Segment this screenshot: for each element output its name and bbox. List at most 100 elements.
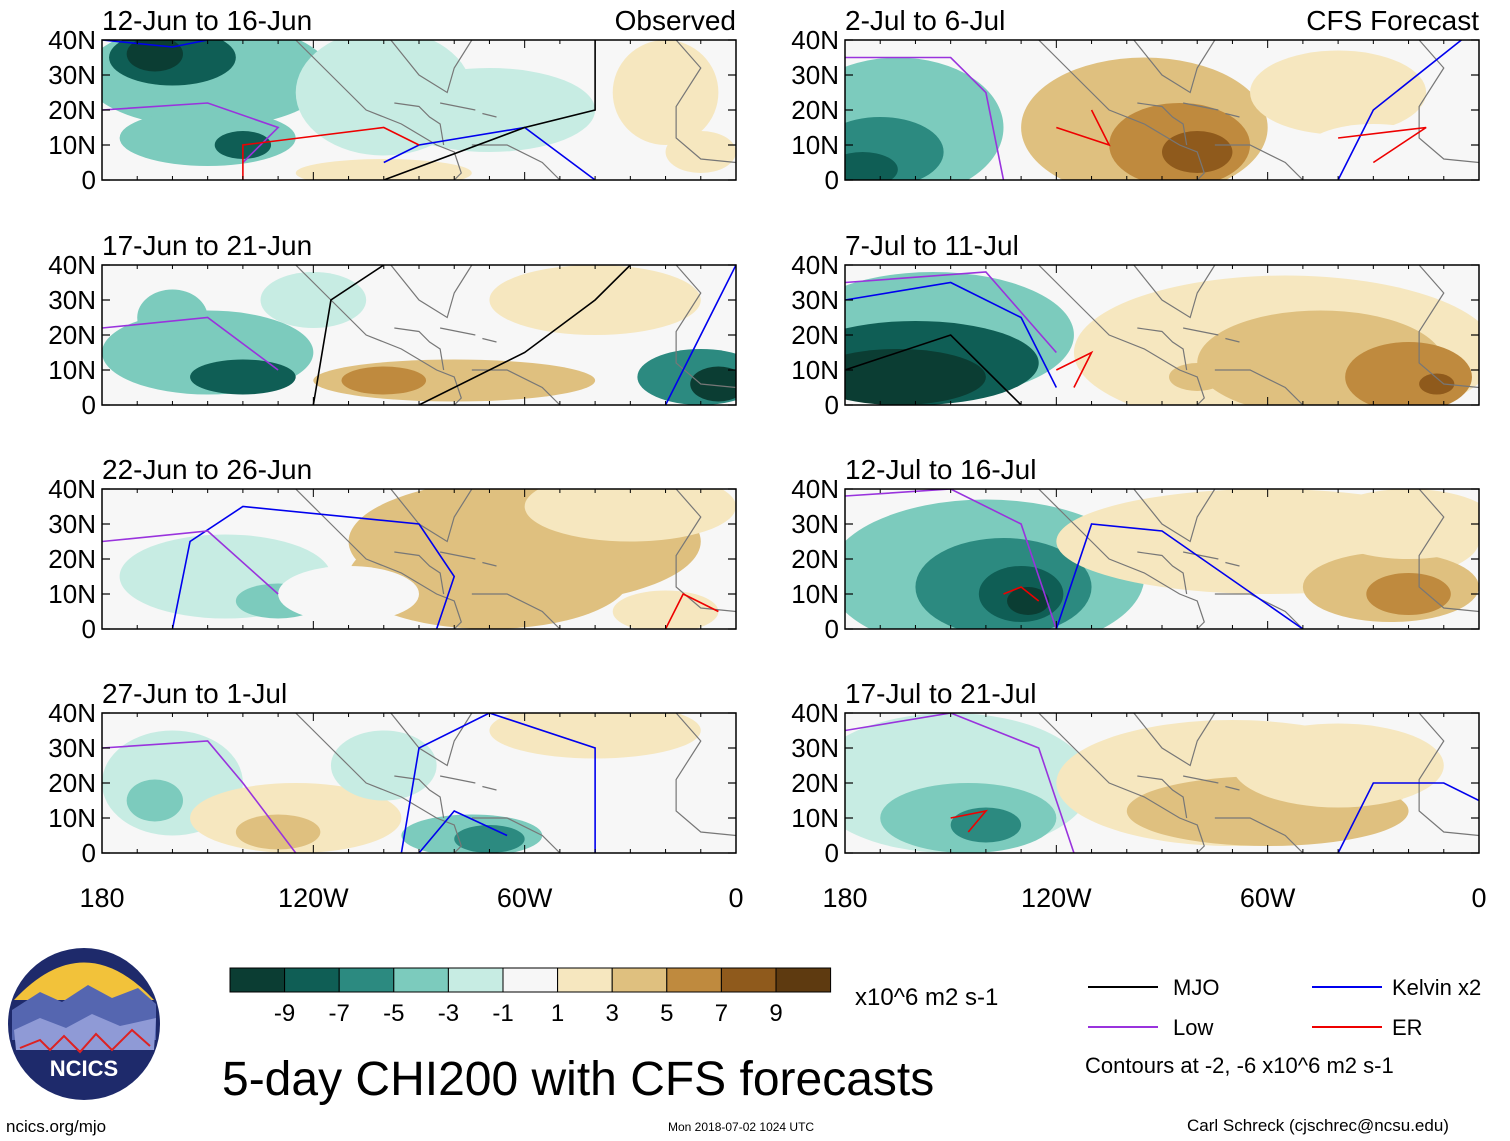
x-tick-label: 120W [1021,883,1092,913]
chi200-shading [454,825,525,853]
y-tick-label: 10N [791,803,839,833]
coastline [471,144,561,180]
x-tick-label: 120W [278,883,349,913]
colorbar-swatch [666,967,722,993]
footer-author: Carl Schreck (cjschrec@ncsu.edu) [1187,1116,1449,1135]
panel-period: 22-Jun to 26-Jun [102,454,312,485]
colorbar-label: -5 [383,1000,404,1027]
coastline [1225,561,1240,567]
coastline [295,265,462,405]
coastline [1418,265,1479,389]
coastline [482,337,497,343]
wave-contour [1337,782,1479,853]
coastline [1214,144,1304,180]
chi200-shading [612,40,719,145]
chi200-shading [341,366,427,395]
wave-contour [1338,126,1427,164]
chi200-shading [489,713,701,759]
coastline [1418,489,1479,613]
y-tick-label: 10N [791,355,839,385]
coastline [440,327,476,336]
map-panel: 40N 30N 20N 10N 0 27-Jun to 1-Jul [48,678,737,868]
coastline [1418,713,1479,837]
coastline [1183,102,1219,111]
y-tick-label: 40N [48,474,96,504]
chi200-shading [330,730,437,801]
y-tick-label: 10N [48,130,96,160]
y-tick-label: 30N [48,509,96,539]
y-tick-label: 30N [791,60,839,90]
wave-contour [1055,350,1094,388]
wave-contour [845,489,1058,629]
coastline [390,489,473,543]
wave-contour [1056,109,1111,147]
y-tick-label: 0 [82,390,96,420]
coastline [390,713,473,767]
colorbar-label: 5 [660,1000,673,1027]
wave-contour [1003,586,1040,602]
wave-contour [242,126,420,180]
coastline [675,40,736,164]
chi200-shading [950,807,1022,843]
y-tick-label: 10N [791,130,839,160]
y-tick-label: 30N [48,285,96,315]
y-tick-label: 0 [82,614,96,644]
chi200-shading [524,489,736,542]
coastline [1418,40,1479,164]
panel-source: CFS Forecast [1306,5,1479,36]
wave-contour [845,56,1005,180]
wave-contour [418,810,508,853]
coastline [482,561,497,567]
colorbar-swatch [393,967,449,993]
wave-contour [664,265,736,405]
footer-url: ncics.org/mjo [6,1117,106,1136]
coastline [1137,775,1188,819]
wave-contour [383,126,596,180]
coastline [675,265,736,389]
chi200-shading [1250,50,1427,135]
panel-period: 2-Jul to 6-Jul [845,5,1005,36]
chi200-shading [126,40,184,72]
chi200-shading [1320,489,1479,559]
coastline [1214,593,1304,629]
y-tick-label: 40N [48,250,96,280]
y-tick-label: 20N [48,544,96,574]
coastline [471,593,561,629]
wave-contour [845,713,1075,853]
legend-label: Kelvin x2 [1392,975,1481,1000]
y-tick-label: 40N [48,25,96,55]
map-panel: 40N 30N 20N 10N 0 17-Jul to 21-Jul [791,678,1480,868]
panel-period: 7-Jul to 11-Jul [845,230,1019,261]
y-tick-label: 20N [48,320,96,350]
wave-contour [1337,40,1462,180]
wave-contour [845,334,1022,405]
coastline [390,265,473,319]
colorbar-label: 9 [769,1000,782,1027]
y-tick-label: 0 [82,165,96,195]
legend-label: MJO [1173,975,1219,1000]
x-tick-label: 180 [822,883,867,913]
y-tick-label: 20N [791,95,839,125]
y-tick-label: 20N [48,95,96,125]
wave-contour [950,809,988,833]
coastline [1133,713,1216,767]
y-tick-label: 30N [791,733,839,763]
coastline [440,102,476,111]
y-tick-label: 40N [791,25,839,55]
colorbar-label: 1 [551,1000,564,1027]
chi200-shading [348,524,631,629]
colorbar-swatch [338,967,395,993]
y-tick-label: 10N [48,579,96,609]
colorbar-swatch [557,967,613,993]
chi200-shading [1007,587,1050,615]
chi200-shading [845,152,898,180]
y-tick-label: 40N [48,698,96,728]
wave-contour [312,265,385,405]
coastline [1225,112,1240,118]
coastline [394,102,445,146]
legend: MJO Kelvin x2 Low ER [1088,975,1481,1040]
panel-period: 17-Jun to 21-Jun [102,230,312,261]
panel-period: 17-Jul to 21-Jul [845,678,1036,709]
chi200-shading [126,779,184,822]
wave-contour [102,530,279,595]
